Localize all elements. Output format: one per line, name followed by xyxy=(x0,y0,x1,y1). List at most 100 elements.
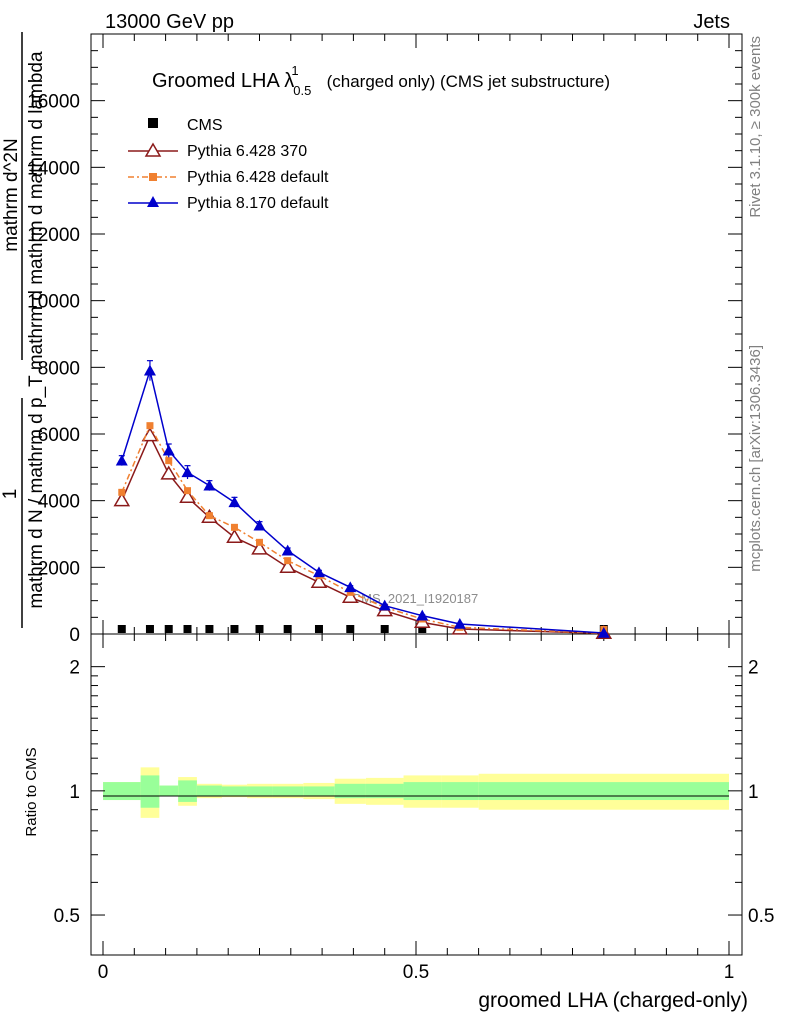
data-point xyxy=(230,625,239,633)
legend-marker-pythia6-370 xyxy=(144,142,162,157)
ratio-band-stat xyxy=(365,783,404,799)
data-point xyxy=(205,512,213,520)
legend-entry-pythia8-default: Pythia 8.170 default xyxy=(128,195,329,212)
data-point xyxy=(141,427,159,442)
data-point xyxy=(346,625,355,633)
data-point xyxy=(183,625,192,633)
ratio-tick-label-right: 0.5 xyxy=(748,906,774,927)
ratio-band-stat xyxy=(140,775,160,808)
y-tick-label: 10000 xyxy=(27,292,80,313)
data-point xyxy=(283,625,292,633)
data-point xyxy=(314,625,323,633)
data-point xyxy=(378,599,391,611)
ratio-band-stat xyxy=(196,785,222,797)
ratio-bands xyxy=(103,767,729,818)
ratio-band-stat xyxy=(441,782,479,801)
ratio-tick-label-right: 2 xyxy=(748,658,759,679)
data-point xyxy=(184,487,192,495)
x-tick-label: 1 xyxy=(724,962,735,983)
legend-label-pythia6-default: Pythia 6.428 default xyxy=(187,169,329,186)
data-point xyxy=(344,581,357,593)
ratio-y-ticks: 0.5 0.5 1 1 2 2 xyxy=(54,658,775,927)
x-axis-label: groomed LHA (charged-only) xyxy=(478,989,748,1012)
mcplots-label: mcplots.cern.ch [arXiv:1306.3436] xyxy=(747,345,764,572)
category-label: Jets xyxy=(693,11,730,33)
data-point xyxy=(279,558,296,573)
y-tick-label: 0 xyxy=(69,625,80,646)
data-point xyxy=(255,625,264,633)
data-point xyxy=(143,364,156,376)
data-point xyxy=(165,457,173,465)
main-y-ticks: 0 2000 4000 6000 8000 10000 12000 14000 16000 xyxy=(27,50,742,646)
data-point xyxy=(162,444,175,456)
data-point xyxy=(146,422,154,430)
ratio-band-stat xyxy=(272,786,304,796)
data-point xyxy=(597,627,610,638)
series-layer xyxy=(113,360,613,639)
y-tick-label: 8000 xyxy=(38,358,80,379)
chart-title-suffix: (charged only) (CMS jet substructure) xyxy=(327,72,610,91)
ratio-band-stat xyxy=(478,782,729,801)
chart-title-sup: 1 xyxy=(291,63,298,78)
data-point xyxy=(416,609,429,621)
data-point xyxy=(181,466,194,478)
data-point xyxy=(284,557,292,565)
ratio-tick-label: 2 xyxy=(69,658,80,679)
main-y-axis-label: mathrm d^2N 1 mathrm d N / mathrm d p_T … xyxy=(0,32,47,628)
data-point xyxy=(312,566,325,578)
data-point xyxy=(203,479,216,491)
ratio-band-stat xyxy=(403,782,442,801)
chart-title-main: Groomed LHA λ xyxy=(152,70,294,92)
y-tick-label: 14000 xyxy=(27,158,80,179)
data-point xyxy=(179,488,196,503)
ratio-tick-label: 1 xyxy=(69,782,80,803)
data-point xyxy=(145,625,154,633)
data-point xyxy=(256,538,263,546)
legend-marker-pythia6-default xyxy=(149,173,157,181)
series-pythia-8-170-default xyxy=(115,360,610,638)
data-point xyxy=(453,618,466,629)
series-cms xyxy=(117,625,608,633)
rivet-version-label: Rivet 3.1.10, ≥ 300k events xyxy=(747,36,764,218)
chart-title: Groomed LHA λ0.5 1 (charged only) (CMS jet… xyxy=(152,63,610,98)
energy-label: 13000 GeV pp xyxy=(105,11,234,33)
legend-marker-cms xyxy=(148,118,158,128)
legend: CMS Pythia 6.428 370 Pythia 6.428 defaul… xyxy=(128,117,329,212)
y-label-denominator: mathrm d N / mathrm d p_T mathrm d mathr… xyxy=(26,51,47,609)
ratio-y-axis-label: Ratio to CMS xyxy=(23,747,40,836)
data-point xyxy=(230,523,238,531)
chart-title-sub: 0.5 xyxy=(293,83,311,98)
ratio-tick-label-right: 1 xyxy=(748,782,759,803)
data-point xyxy=(228,496,241,508)
series-line xyxy=(121,423,604,635)
legend-marker-pythia8-default xyxy=(147,196,159,207)
legend-label-pythia6-370: Pythia 6.428 370 xyxy=(187,143,307,160)
y-tick-label: 4000 xyxy=(38,492,80,513)
data-point xyxy=(205,625,214,633)
y-tick-label: 6000 xyxy=(38,425,80,446)
y-tick-label: 12000 xyxy=(27,225,80,246)
data-point xyxy=(115,454,128,466)
ratio-band-stat xyxy=(247,786,273,796)
legend-entry-pythia6-370: Pythia 6.428 370 xyxy=(128,142,307,160)
data-point xyxy=(164,625,173,633)
x-tick-label: 0 xyxy=(98,962,109,983)
ratio-band-stat xyxy=(178,780,197,802)
data-point xyxy=(346,588,354,596)
data-point xyxy=(281,544,294,556)
data-point xyxy=(418,625,427,633)
legend-label-cms: CMS xyxy=(187,117,223,134)
data-point xyxy=(113,492,131,507)
y-label-numerator: 1 xyxy=(0,489,21,500)
ratio-band-stat xyxy=(303,786,335,796)
ratio-band-stat xyxy=(334,783,366,799)
ratio-band-stat xyxy=(222,786,247,796)
data-point xyxy=(253,519,266,531)
y-tick-label: 2000 xyxy=(38,558,80,579)
ratio-tick-label: 0.5 xyxy=(54,906,80,927)
data-point xyxy=(118,488,126,496)
data-point xyxy=(226,528,243,543)
data-point xyxy=(341,588,359,603)
x-tick-label: 0.5 xyxy=(403,962,429,983)
